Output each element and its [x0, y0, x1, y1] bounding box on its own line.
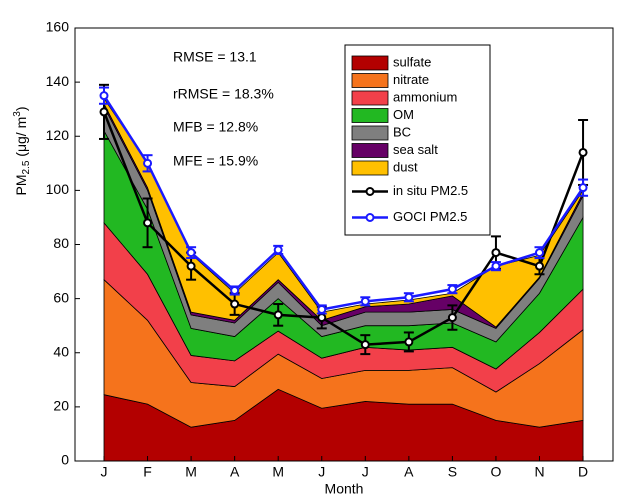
point: [186, 261, 196, 271]
legend-entry: OM: [351, 107, 414, 123]
y-label-part: PM: [13, 175, 29, 196]
point: [186, 248, 196, 258]
x-tick-label: D: [578, 464, 588, 480]
point: [317, 313, 327, 323]
y-tick-label: 60: [53, 289, 69, 305]
x-tick-label: M: [272, 464, 284, 480]
point: [491, 248, 501, 258]
annotation: MFB = 12.8%: [173, 119, 258, 135]
x-tick-label: O: [491, 464, 502, 480]
y-tick-label: 20: [53, 398, 69, 414]
annotation: rRMSE = 18.3%: [173, 86, 274, 102]
legend-label: BC: [393, 124, 411, 139]
point: [578, 147, 588, 157]
point: [447, 284, 457, 294]
point: [273, 310, 283, 320]
point: [404, 292, 414, 302]
legend-swatch: [351, 160, 389, 176]
point: [578, 183, 588, 193]
y-label-part: ): [13, 107, 29, 112]
point: [535, 261, 544, 271]
legend-label: nitrate: [393, 72, 429, 87]
y-tick-label: 0: [61, 452, 69, 468]
legend-entry: sea salt: [351, 142, 438, 158]
legend-label: ammonium: [393, 89, 457, 104]
legend-marker: [365, 187, 375, 196]
point: [491, 261, 501, 271]
point: [230, 286, 240, 296]
legend-entry: BC: [351, 124, 411, 141]
y-tick-label: 40: [53, 343, 69, 359]
point: [535, 248, 544, 258]
legend-swatch: [351, 55, 389, 71]
point: [447, 313, 457, 323]
point: [99, 107, 109, 117]
legend: sulfate nitrate ammonium OM BC sea salt dust in…: [344, 44, 491, 236]
legend-swatch: [351, 73, 389, 88]
point: [230, 299, 240, 309]
y-tick-label: 160: [46, 19, 70, 35]
y-label-sub: 2.5: [21, 160, 32, 174]
legend-label: sulfate: [393, 54, 431, 69]
legend-swatch: [351, 125, 389, 141]
point: [360, 296, 370, 306]
legend-entry: nitrate: [351, 72, 429, 88]
legend-label: in situ PM2.5: [393, 183, 468, 198]
x-tick-label: M: [185, 464, 197, 480]
legend-swatch: [351, 108, 389, 123]
legend-label: GOCI PM2.5: [393, 209, 467, 224]
x-tick-label: A: [230, 464, 240, 480]
x-tick-label: N: [534, 464, 544, 480]
x-tick-label: S: [448, 464, 457, 480]
y-tick-label: 120: [46, 127, 70, 143]
line: [102, 94, 585, 311]
x-axis-label: Month: [325, 481, 364, 497]
legend-label: sea salt: [393, 142, 438, 157]
point: [317, 304, 327, 314]
x-tick-label: J: [318, 464, 325, 480]
y-label-sup: 3: [12, 111, 23, 117]
annotation: MFE = 15.9%: [173, 153, 258, 169]
x-tick-label: J: [101, 464, 108, 480]
point: [143, 218, 153, 228]
y-label-part: (μg/ m: [13, 117, 29, 161]
annotation: RMSE = 13.1: [173, 49, 257, 65]
legend-label: dust: [393, 159, 418, 174]
legend-entry: dust: [351, 159, 418, 176]
point: [404, 337, 414, 347]
x-tick-label: F: [143, 464, 152, 480]
point: [99, 91, 109, 101]
x-tick-label: J: [362, 464, 369, 480]
point: [143, 158, 153, 168]
legend-entry: in situ PM2.5: [352, 183, 468, 198]
y-axis-label: PM2.5 (μg/ m3): [12, 107, 32, 196]
y-tick-label: 80: [53, 235, 69, 251]
legend-swatch: [351, 143, 389, 158]
legend-entry: sulfate: [351, 54, 431, 71]
legend-marker: [365, 213, 375, 222]
legend-swatch: [351, 90, 389, 106]
legend-entry: GOCI PM2.5: [352, 209, 467, 224]
point: [360, 340, 370, 350]
x-tick-label: A: [404, 464, 414, 480]
y-tick-label: 100: [46, 181, 70, 197]
legend-label: OM: [393, 107, 414, 122]
point: [273, 245, 283, 255]
line: [102, 111, 585, 346]
y-tick-label: 140: [46, 73, 70, 89]
legend-entry: ammonium: [351, 89, 457, 106]
